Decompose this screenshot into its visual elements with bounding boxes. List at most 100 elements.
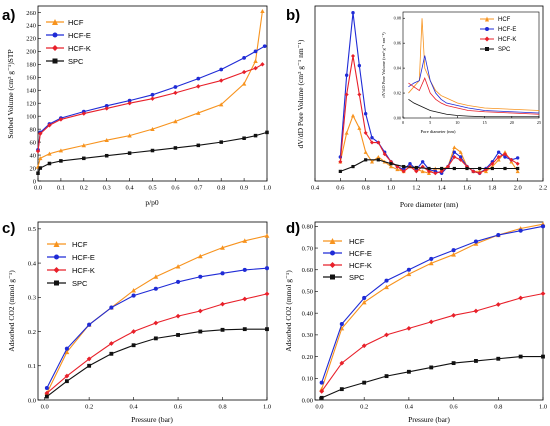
bi-line-hcf (408, 18, 540, 111)
legend-c-hcf-e-label: HCF-E (72, 253, 95, 262)
panel-b-legend-spc: SPC (480, 47, 511, 53)
d-point-hcf-e (362, 295, 367, 301)
b-point-hcf-e (351, 11, 355, 15)
c-point-spc (242, 327, 247, 332)
d-series-hcf-k (319, 291, 546, 394)
c-point-hcf-e (64, 346, 69, 351)
a-point-hcf (47, 151, 52, 156)
panel-c-y-ticks: 0.0 0.1 0.2 0.3 0.4 0.5 (28, 226, 41, 404)
a-x-tick-label: 0.7 (194, 185, 203, 192)
d-point-spc (541, 354, 545, 359)
d-point-hcf-k (339, 360, 345, 366)
a-point-hcf (38, 156, 43, 161)
b-series-spc (338, 158, 520, 173)
bi-x-tick-label: 25 (537, 120, 541, 125)
panel-a-legend-spc: SPC (46, 57, 84, 66)
a-point-hcf-k (196, 84, 201, 89)
bi-x-tick-label: 5 (429, 120, 431, 125)
b-x-tick-label: 0.6 (336, 185, 345, 192)
b-point-spc (364, 158, 368, 162)
legend-hcf-k-label: HCF-K (68, 44, 91, 53)
d-point-hcf (384, 284, 389, 290)
panel-d-y-ticks: 0.00 0.10 0.20 0.30 0.40 0.50 0.60 0.70 0.80 (302, 224, 318, 404)
legend-d-hcf-k-label: HCF-K (349, 261, 372, 270)
c-point-hcf-k (264, 291, 270, 297)
b-point-hcf-e (357, 63, 362, 68)
d-point-spc (339, 387, 344, 392)
b-point-hcf-e (515, 156, 520, 160)
panel-b-x-axis-title: Pore diameter (nm) (400, 200, 459, 209)
c-x-tick-label: 0.2 (85, 404, 93, 411)
d-point-spc (474, 359, 478, 363)
d-y-tick-label: 0.50 (302, 289, 313, 296)
legend-c-hcf-k-label: HCF-K (72, 266, 95, 275)
a-x-tick-label: 0.9 (240, 185, 248, 192)
b-x-tick-label: 1.6 (463, 185, 472, 192)
b-x-tick-label: 0.8 (362, 185, 370, 192)
panel-a-legend-hcf: HCF (46, 18, 84, 27)
d-point-hcf-k (406, 325, 412, 331)
panel-b-inset-frame (402, 11, 540, 119)
b-point-hcf-k (458, 157, 463, 162)
b-point-hcf-k (357, 92, 362, 97)
d-point-spc (451, 361, 456, 366)
panel-b-legend-hcf-k: HCF-K (480, 36, 516, 43)
c-point-spc (198, 329, 203, 334)
c-point-hcf-k (86, 356, 92, 362)
b-point-hcf-k (477, 171, 482, 176)
d-point-hcf-k (361, 343, 367, 349)
panel-c-label: c) (2, 220, 15, 237)
panel-d-legend-hcf-e: HCF-E (323, 249, 372, 258)
b-point-hcf (503, 150, 507, 154)
b-point-spc (427, 166, 431, 171)
bi-x-tick-label: 0 (402, 120, 404, 125)
d-point-spc (384, 374, 389, 379)
d-point-hcf-k (518, 295, 524, 301)
b-point-hcf-k (344, 92, 349, 97)
panel-c-x-ticks: 0.0 0.2 0.4 0.6 0.8 1.0 (41, 397, 271, 411)
b-point-hcf-e (363, 111, 368, 116)
c-point-hcf-e (131, 293, 136, 298)
c-point-hcf-k (175, 313, 181, 319)
b-point-hcf-e (458, 155, 463, 159)
b-point-hcf-e (452, 150, 457, 154)
bi-series-hcf-e (408, 55, 540, 114)
panel-b-series (338, 11, 520, 176)
a-point-hcf-e (150, 92, 155, 97)
panel-d-plot-frame (314, 221, 544, 401)
c-point-hcf (242, 238, 248, 243)
d-line-spc (321, 356, 543, 399)
panel-c-y-axis-title: Adsorbed CO2 (mmol g⁻¹) (7, 270, 16, 352)
a-point-hcf (58, 148, 64, 153)
c-point-hcf (131, 288, 137, 293)
legend-d-hcf-label: HCF (349, 237, 365, 246)
b-point-spc (414, 165, 418, 170)
d-y-tick-label: 0.60 (302, 267, 313, 274)
a-line-hcf (37, 11, 263, 167)
c-point-hcf-k (153, 320, 159, 326)
d-point-hcf-e (429, 256, 434, 261)
c-x-tick-label: 0.8 (218, 404, 226, 411)
d-y-tick-label: 0.80 (302, 224, 313, 231)
c-point-hcf-e (264, 266, 270, 271)
b-point-hcf-k (338, 159, 343, 164)
legend-b-hcf-e-marker (485, 27, 489, 31)
d-y-tick-label: 0.30 (302, 332, 313, 339)
a-x-tick-label: 0.0 (34, 185, 42, 192)
d-point-hcf-k (384, 332, 389, 338)
a-point-hcf-k (38, 131, 43, 136)
b-point-hcf-k (515, 161, 520, 166)
b-point-hcf-e (370, 136, 374, 140)
bi-line-hcf-e (408, 55, 540, 114)
c-point-spc (220, 327, 225, 332)
panel-c-plot-frame (37, 221, 268, 401)
d-point-hcf (361, 299, 367, 305)
d-point-hcf-e (451, 248, 456, 253)
b-point-hcf-k (382, 152, 387, 157)
panel-b-inset: 0 5 10 15 20 25 0.00 0.02 0.04 0.06 0.08 Pore dia… (381, 11, 541, 134)
a-point-spc (196, 143, 201, 148)
panel-b-legend-hcf: HCF (480, 16, 511, 23)
a-y-tick-label: 0 (33, 178, 36, 185)
panel-c-x-axis-title: Pressure (bar) (131, 415, 173, 424)
